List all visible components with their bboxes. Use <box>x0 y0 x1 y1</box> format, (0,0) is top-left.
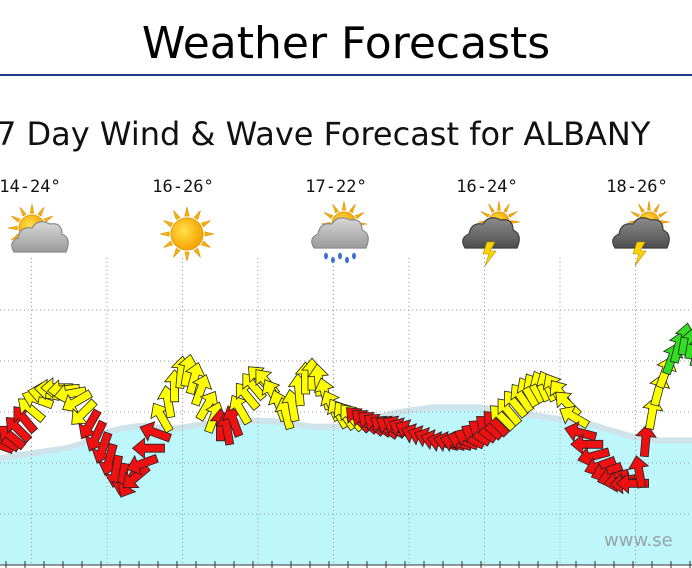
day-temp-label: 18-26° <box>606 177 667 197</box>
wind-arrow <box>681 326 692 360</box>
sun-cloud-icon <box>7 203 69 253</box>
wind-arrow <box>191 374 213 407</box>
wind-arrow <box>131 437 165 460</box>
wind-arrow <box>126 454 159 476</box>
wave-height-area <box>0 407 692 565</box>
day-temp-label: 17-22° <box>305 177 366 197</box>
wind-arrow <box>78 408 102 440</box>
wind-arrow <box>139 421 172 443</box>
wind-arrow <box>555 391 582 419</box>
wind-arrow <box>195 390 219 422</box>
day-temp-label: 14-24° <box>0 177 61 197</box>
day-temp-label: 16-24° <box>456 177 517 197</box>
title-divider <box>0 74 692 76</box>
wind-arrow <box>228 394 253 426</box>
watermark: www.se <box>604 530 673 551</box>
thunderstorm-icon <box>612 200 671 267</box>
wind-arrow <box>635 423 657 458</box>
wind-arrow <box>150 402 174 434</box>
wind-arrow <box>0 425 27 451</box>
wind-arrow <box>71 398 98 425</box>
chart-title: 7 Day Wind & Wave Forecast for ALBANY <box>0 115 651 153</box>
page-title: Weather Forecasts <box>141 18 551 69</box>
wind-arrow <box>570 433 604 456</box>
wind-arrow <box>615 472 649 495</box>
wind-arrow <box>627 455 650 489</box>
wind-arrow <box>184 361 206 395</box>
wind-arrow <box>62 389 93 413</box>
sun-rain-icon <box>311 200 369 264</box>
day-temp-label: 16-26° <box>152 177 213 197</box>
wind-arrow <box>564 421 598 443</box>
sun-icon <box>159 206 215 262</box>
wind-arrow <box>559 405 591 430</box>
thunderstorm-icon <box>462 200 521 267</box>
